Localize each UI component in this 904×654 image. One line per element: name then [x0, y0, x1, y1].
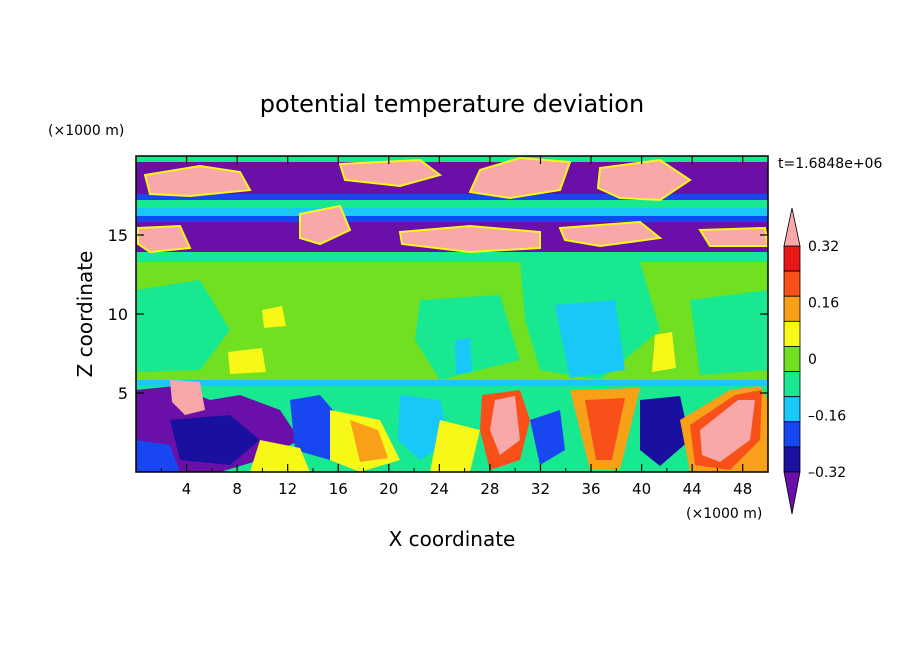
x-tick-label: 44	[683, 480, 702, 498]
x-tick-label: 16	[329, 480, 348, 498]
contour-field	[136, 156, 768, 472]
x-tick-label: 12	[278, 480, 297, 498]
colorbar-bin	[783, 270, 801, 297]
x-axis: 4 8 12 16 20 24 28 32 36 40 44 48	[160, 156, 752, 498]
colorbar-bin	[783, 346, 801, 372]
x-tick-label: 36	[581, 480, 600, 498]
colorbar-min-arrow	[783, 471, 801, 515]
y-axis-label: Z coordinate	[73, 251, 97, 378]
y-tick-label: 15	[108, 226, 128, 245]
y-unit-label: (×1000 m)	[48, 123, 124, 139]
colorbar-label: 0.16	[808, 296, 839, 312]
colorbar-bin	[783, 371, 801, 398]
chart-title: potential temperature deviation	[260, 90, 644, 118]
colorbar-bin	[783, 446, 801, 473]
x-tick-label: 32	[531, 480, 550, 498]
colorbar-bin	[783, 421, 801, 448]
colorbar-bin	[783, 396, 801, 423]
x-tick-label: 20	[379, 480, 398, 498]
x-tick-label: 48	[733, 480, 752, 498]
x-tick-label: 28	[480, 480, 499, 498]
colorbar: 0.32 0.16 0 –0.16 –0.32	[783, 207, 846, 515]
x-tick-label: 4	[182, 480, 192, 498]
x-tick-label: 24	[430, 480, 449, 498]
colorbar-bin	[783, 320, 801, 347]
colorbar-bin	[783, 245, 801, 272]
y-tick-label: 10	[108, 305, 128, 324]
colorbar-label: –0.16	[808, 409, 846, 425]
y-tick-label: 5	[118, 384, 128, 403]
colorbar-bin	[783, 295, 801, 322]
x-tick-label: 40	[632, 480, 651, 498]
x-tick-label: 8	[232, 480, 242, 498]
colorbar-label: –0.32	[808, 465, 846, 481]
colorbar-max-arrow	[783, 207, 801, 247]
colorbar-label: 0.32	[808, 239, 839, 255]
x-unit-label: (×1000 m)	[686, 506, 762, 522]
x-axis-label: X coordinate	[389, 527, 516, 551]
colorbar-label: 0	[808, 352, 817, 368]
time-label: t=1.6848e+06	[778, 156, 882, 172]
y-axis: 5 10 15	[108, 226, 768, 403]
